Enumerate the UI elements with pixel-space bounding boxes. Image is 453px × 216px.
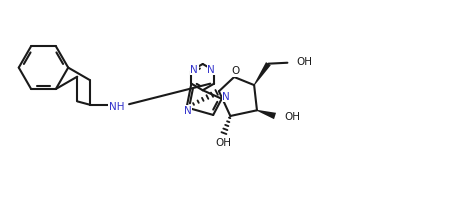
Text: OH: OH bbox=[215, 138, 231, 148]
Text: OH: OH bbox=[284, 112, 300, 122]
Text: O: O bbox=[231, 66, 240, 76]
Text: OH: OH bbox=[296, 57, 312, 67]
Polygon shape bbox=[254, 62, 271, 85]
Text: NH: NH bbox=[109, 102, 125, 112]
Text: N: N bbox=[190, 65, 198, 75]
Text: N: N bbox=[183, 106, 192, 116]
Polygon shape bbox=[257, 110, 276, 119]
Text: N: N bbox=[207, 65, 215, 75]
Text: N: N bbox=[222, 92, 230, 102]
